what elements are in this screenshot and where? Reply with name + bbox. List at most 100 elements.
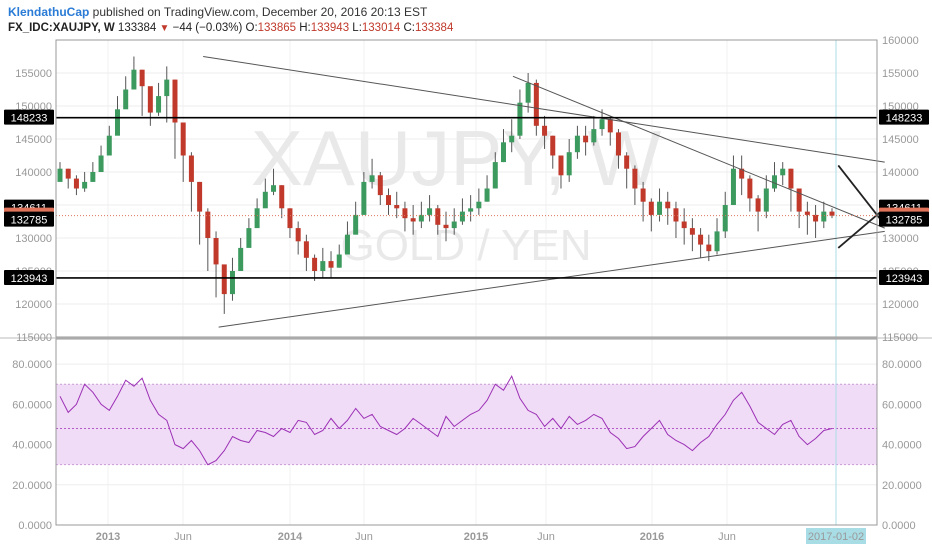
price-tag-right-text: 132785 [886,215,923,227]
price-tag-left [4,109,54,125]
cursor-date-tag [806,528,866,544]
price-axis-label-left: 145000 [15,134,52,146]
trendline [203,56,885,163]
candle-body [386,195,392,205]
candle-body [796,188,802,212]
rsi-axis-label-left: 60.0000 [12,399,52,411]
candle-body [706,244,712,252]
candle-body [57,168,63,182]
rsi-axis-label-left: 20.0000 [12,480,52,492]
candle-body [287,208,293,229]
candle-body [484,188,490,202]
main-pane-border [55,39,878,338]
rsi-band [56,40,877,525]
high-value: 133943 [310,22,350,34]
open-label: O: [245,22,258,34]
rsi-line [59,375,833,466]
candle-body [238,247,244,271]
candle-body [123,89,129,110]
rsi-axis-label-right: 40.0000 [882,440,922,452]
candle-body [336,254,342,268]
candle-body [640,188,646,202]
candle-body [583,135,589,143]
trendline [837,207,886,249]
candle-body [394,205,400,209]
candle-body [780,168,786,176]
candle-body [459,211,465,222]
candle-body [164,79,170,97]
candle-body [188,155,194,182]
rsi-axis-label-right: 20.0000 [882,480,922,492]
candle-body [574,135,580,153]
time-axis-label: Jun [174,531,192,543]
rsi-axis-label-right: 80.0000 [882,359,922,371]
candle-body [698,234,704,245]
candle-body [271,185,277,192]
low-value: 133014 [361,22,401,34]
candle-body [747,178,753,199]
candle-body [533,82,539,126]
candle-body [410,218,416,222]
time-axis-label: 2016 [640,531,664,543]
candle-body [213,238,219,265]
symbol-label[interactable]: FX_IDC:XAUJPY, W [8,22,115,34]
candle-body [821,211,827,222]
close-value: 133384 [414,22,454,34]
candle-body [156,96,162,113]
rsi-axis-label-right: 60.0000 [882,399,922,411]
price-axis-label-right: 115000 [882,332,918,344]
candle-body [427,208,433,215]
candle-body [90,172,96,182]
candle-body [353,214,359,235]
low-label: L: [352,22,362,34]
price-axis-label-right: 130000 [882,233,919,245]
price-tag-left-text: 123943 [11,273,48,285]
price-axis-label-right: 155000 [882,68,919,80]
candle-body [369,175,375,182]
candle-body [221,264,227,295]
candle-body [361,181,367,215]
publish-line: KlendathuCap published on TradingView.co… [8,5,427,19]
candle-body [279,185,285,209]
watermark-symbol: XAUJPY, W [251,114,662,202]
price-axis-label-left: 155000 [15,68,52,80]
rsi-band-fill [56,384,877,465]
ohlc-legend: FX_IDC:XAUJPY, W 133384 ▼ −44 (−0.03%) O… [8,22,453,34]
time-axis-label: 2013 [96,531,120,543]
price-tag-right-text: 148233 [886,113,923,125]
candle-body [328,261,334,268]
horizontal-levels[interactable] [56,116,877,279]
candle-body [131,69,137,90]
cursor-date-text: 2017-01-02 [808,531,864,543]
price-axis-label-right: 145000 [882,134,919,146]
price-axis-label-left: 115000 [16,332,52,344]
candle-body [451,221,457,229]
candle-body [476,201,482,209]
candle-body [443,224,449,229]
candle-body [739,168,745,179]
price-tag-right-text: 123943 [886,273,923,285]
candle-body [763,188,769,212]
candle-body [344,234,350,255]
price-axis-label-right: 160000 [882,35,919,47]
candle-body [98,155,104,172]
axes: 1550001500001450001400001350001300001250… [4,35,929,544]
price-change: −44 (−0.03%) [172,22,243,34]
trendline [218,230,885,328]
candle-body [377,175,383,196]
candle-body [624,155,630,169]
close-label: C: [403,22,415,34]
high-label: H: [299,22,311,34]
candle-body [172,79,178,123]
time-axis-label: Jun [355,531,373,543]
candle-body [262,191,268,209]
candle-body [615,132,621,156]
candle-body [648,201,654,215]
pane-frames [0,39,932,526]
price-axis-label-left: 130000 [15,233,52,245]
candle-body [689,228,695,235]
author-link[interactable]: KlendathuCap [8,5,90,19]
candle-body [492,162,498,189]
price-axis-label-left: 140000 [15,167,52,179]
